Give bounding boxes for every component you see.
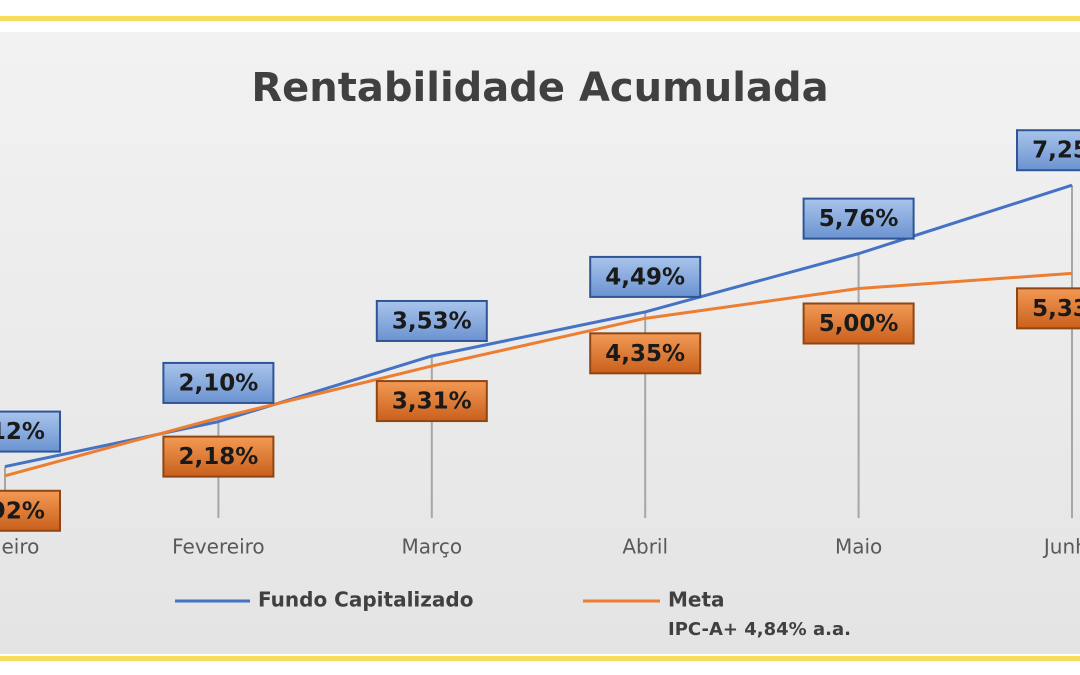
label-box: [589, 255, 702, 298]
label-box: [375, 380, 488, 423]
label-box: [375, 299, 488, 342]
bottom-border: [0, 656, 1080, 661]
label-box: [589, 332, 702, 375]
x-tick-label: Fevereiro: [172, 535, 265, 559]
top-border: [0, 16, 1080, 21]
data-label: 7,25%: [1032, 138, 1080, 164]
legend-note: IPC-A+ 4,84% a.a.: [668, 619, 851, 640]
label-box: [162, 435, 275, 478]
label-box: [0, 410, 61, 453]
data-label: 4,35%: [605, 341, 685, 367]
label-box: [0, 489, 61, 532]
x-tick-label: Março: [402, 535, 463, 559]
data-label: 2,10%: [179, 370, 259, 396]
label-box: [802, 302, 915, 345]
legend-label: Fundo Capitalizado: [258, 588, 473, 612]
chart-title: Rentabilidade Acumulada: [251, 65, 828, 111]
data-label: 1,12%: [0, 419, 45, 445]
data-label: 2,18%: [179, 444, 259, 470]
x-tick-label: Janeiro: [0, 535, 39, 559]
x-tick-label: Abril: [622, 535, 668, 559]
label-box: [1016, 287, 1080, 330]
x-tick-label: Junho: [1042, 535, 1080, 559]
data-label: 3,31%: [392, 389, 472, 415]
data-label: 5,00%: [819, 311, 899, 337]
label-box: [802, 197, 915, 240]
x-tick-label: Maio: [835, 535, 882, 559]
label-box: [162, 361, 275, 404]
label-box: [1016, 129, 1080, 172]
series-line: [4, 271, 1073, 478]
data-label: 5,76%: [819, 206, 899, 232]
data-label: 5,33%: [1032, 296, 1080, 322]
data-label: 0,92%: [0, 498, 45, 524]
data-label: 3,53%: [392, 308, 472, 334]
legend-label: Meta: [668, 588, 725, 612]
data-label: 4,49%: [605, 264, 685, 290]
